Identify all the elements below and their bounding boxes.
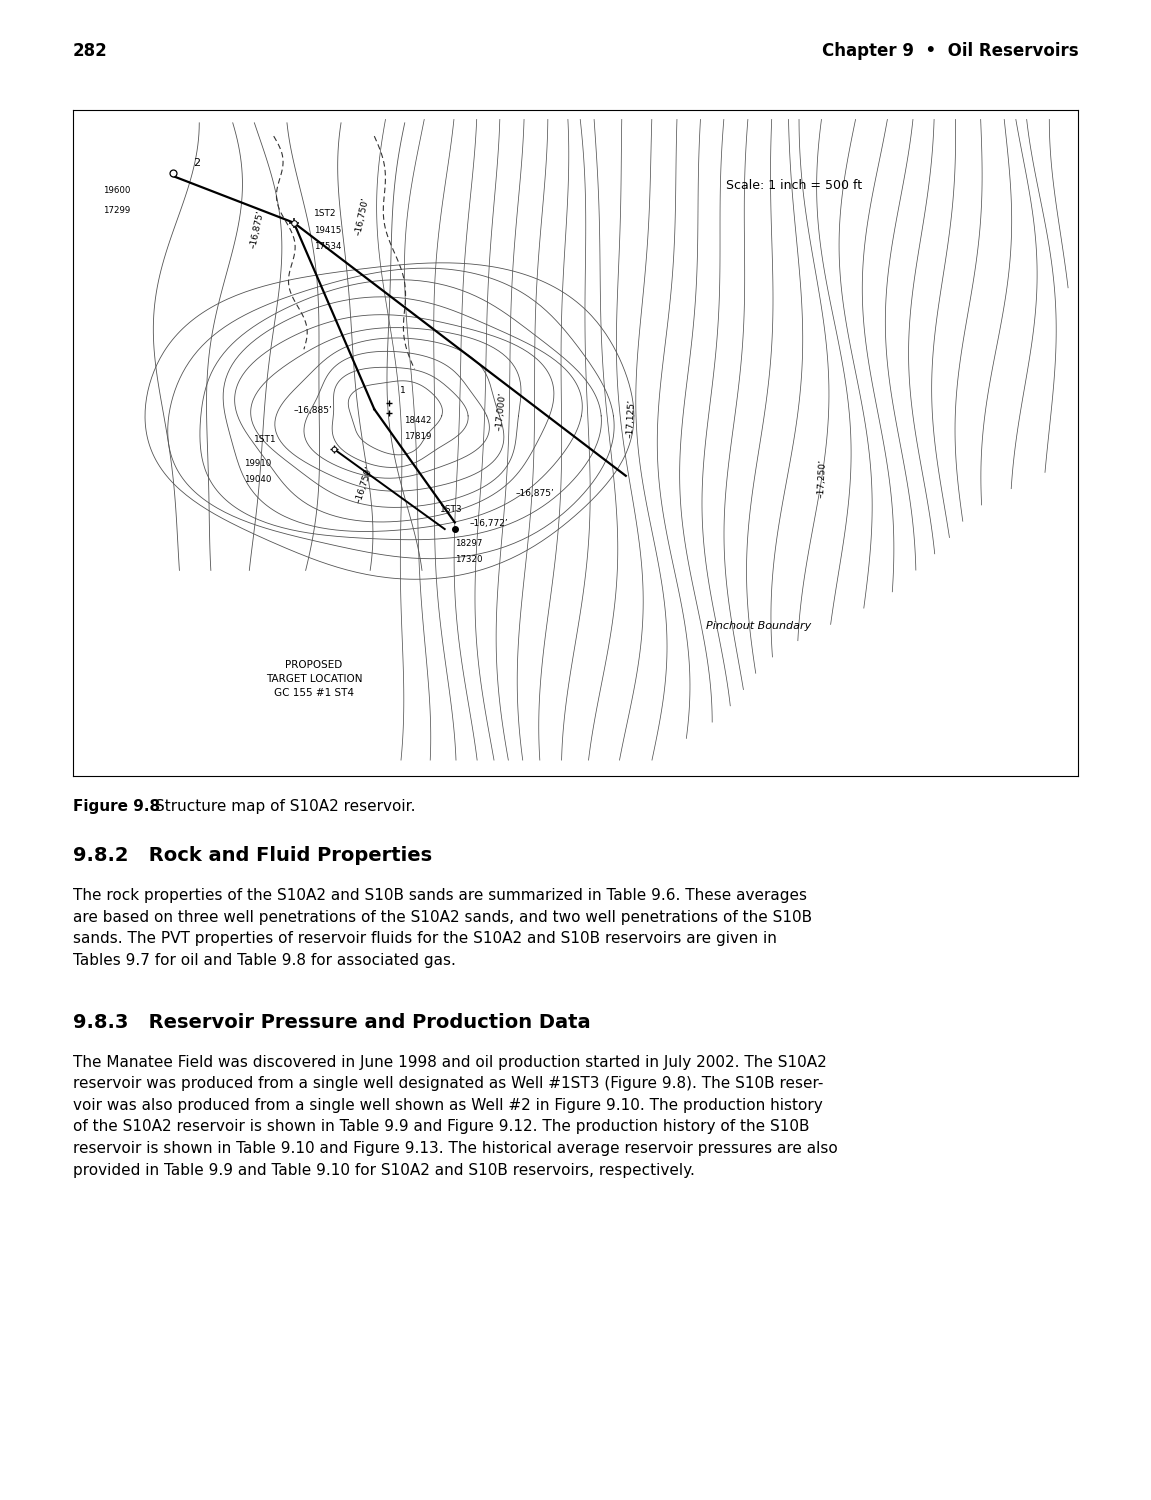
Text: –16,772’: –16,772’ — [470, 519, 509, 528]
Text: 17819: 17819 — [404, 432, 432, 441]
Text: 1ST1: 1ST1 — [253, 435, 276, 444]
Text: –16,875’: –16,875’ — [249, 210, 266, 249]
Text: 282: 282 — [73, 42, 107, 60]
Text: Chapter 9  •  Oil Reservoirs: Chapter 9 • Oil Reservoirs — [822, 42, 1078, 60]
Text: –17,250’: –17,250’ — [817, 459, 828, 498]
Text: 19910: 19910 — [244, 459, 270, 468]
Text: 2: 2 — [193, 158, 200, 168]
Text: –16,885’: –16,885’ — [294, 405, 333, 414]
Text: 19415: 19415 — [314, 225, 342, 234]
Text: Scale: 1 inch = 500 ft: Scale: 1 inch = 500 ft — [726, 180, 862, 192]
Text: Structure map of S10A2 reservoir.: Structure map of S10A2 reservoir. — [155, 800, 416, 814]
Text: PROPOSED
TARGET LOCATION
GC 155 #1 ST4: PROPOSED TARGET LOCATION GC 155 #1 ST4 — [266, 660, 363, 698]
Text: 9.8.2   Rock and Fluid Properties: 9.8.2 Rock and Fluid Properties — [73, 846, 432, 865]
Text: Pinchout Boundary: Pinchout Boundary — [707, 621, 811, 632]
Text: 18442: 18442 — [404, 416, 432, 424]
Text: 9.8.3   Reservoir Pressure and Production Data: 9.8.3 Reservoir Pressure and Production … — [73, 1013, 590, 1032]
Text: The Manatee Field was discovered in June 1998 and oil production started in July: The Manatee Field was discovered in June… — [73, 1054, 837, 1178]
Text: –17,000’: –17,000’ — [495, 392, 508, 430]
Text: –16,750’: –16,750’ — [355, 196, 371, 236]
Text: 1ST2: 1ST2 — [314, 209, 336, 218]
Text: –16,750’: –16,750’ — [355, 465, 375, 504]
Text: 17299: 17299 — [102, 206, 130, 214]
Text: 18297: 18297 — [455, 538, 482, 548]
Text: 17320: 17320 — [455, 555, 482, 564]
Text: 19600: 19600 — [102, 186, 130, 195]
Text: Figure 9.8: Figure 9.8 — [73, 800, 160, 814]
Text: –17,125’: –17,125’ — [626, 399, 637, 438]
Text: 17534: 17534 — [314, 243, 342, 252]
Text: –16,875’: –16,875’ — [516, 489, 554, 498]
Text: 1ST3: 1ST3 — [440, 506, 463, 515]
Text: 1: 1 — [399, 386, 405, 394]
Text: The rock properties of the S10A2 and S10B sands are summarized in Table 9.6. The: The rock properties of the S10A2 and S10… — [73, 888, 811, 968]
Text: 19040: 19040 — [244, 476, 270, 484]
